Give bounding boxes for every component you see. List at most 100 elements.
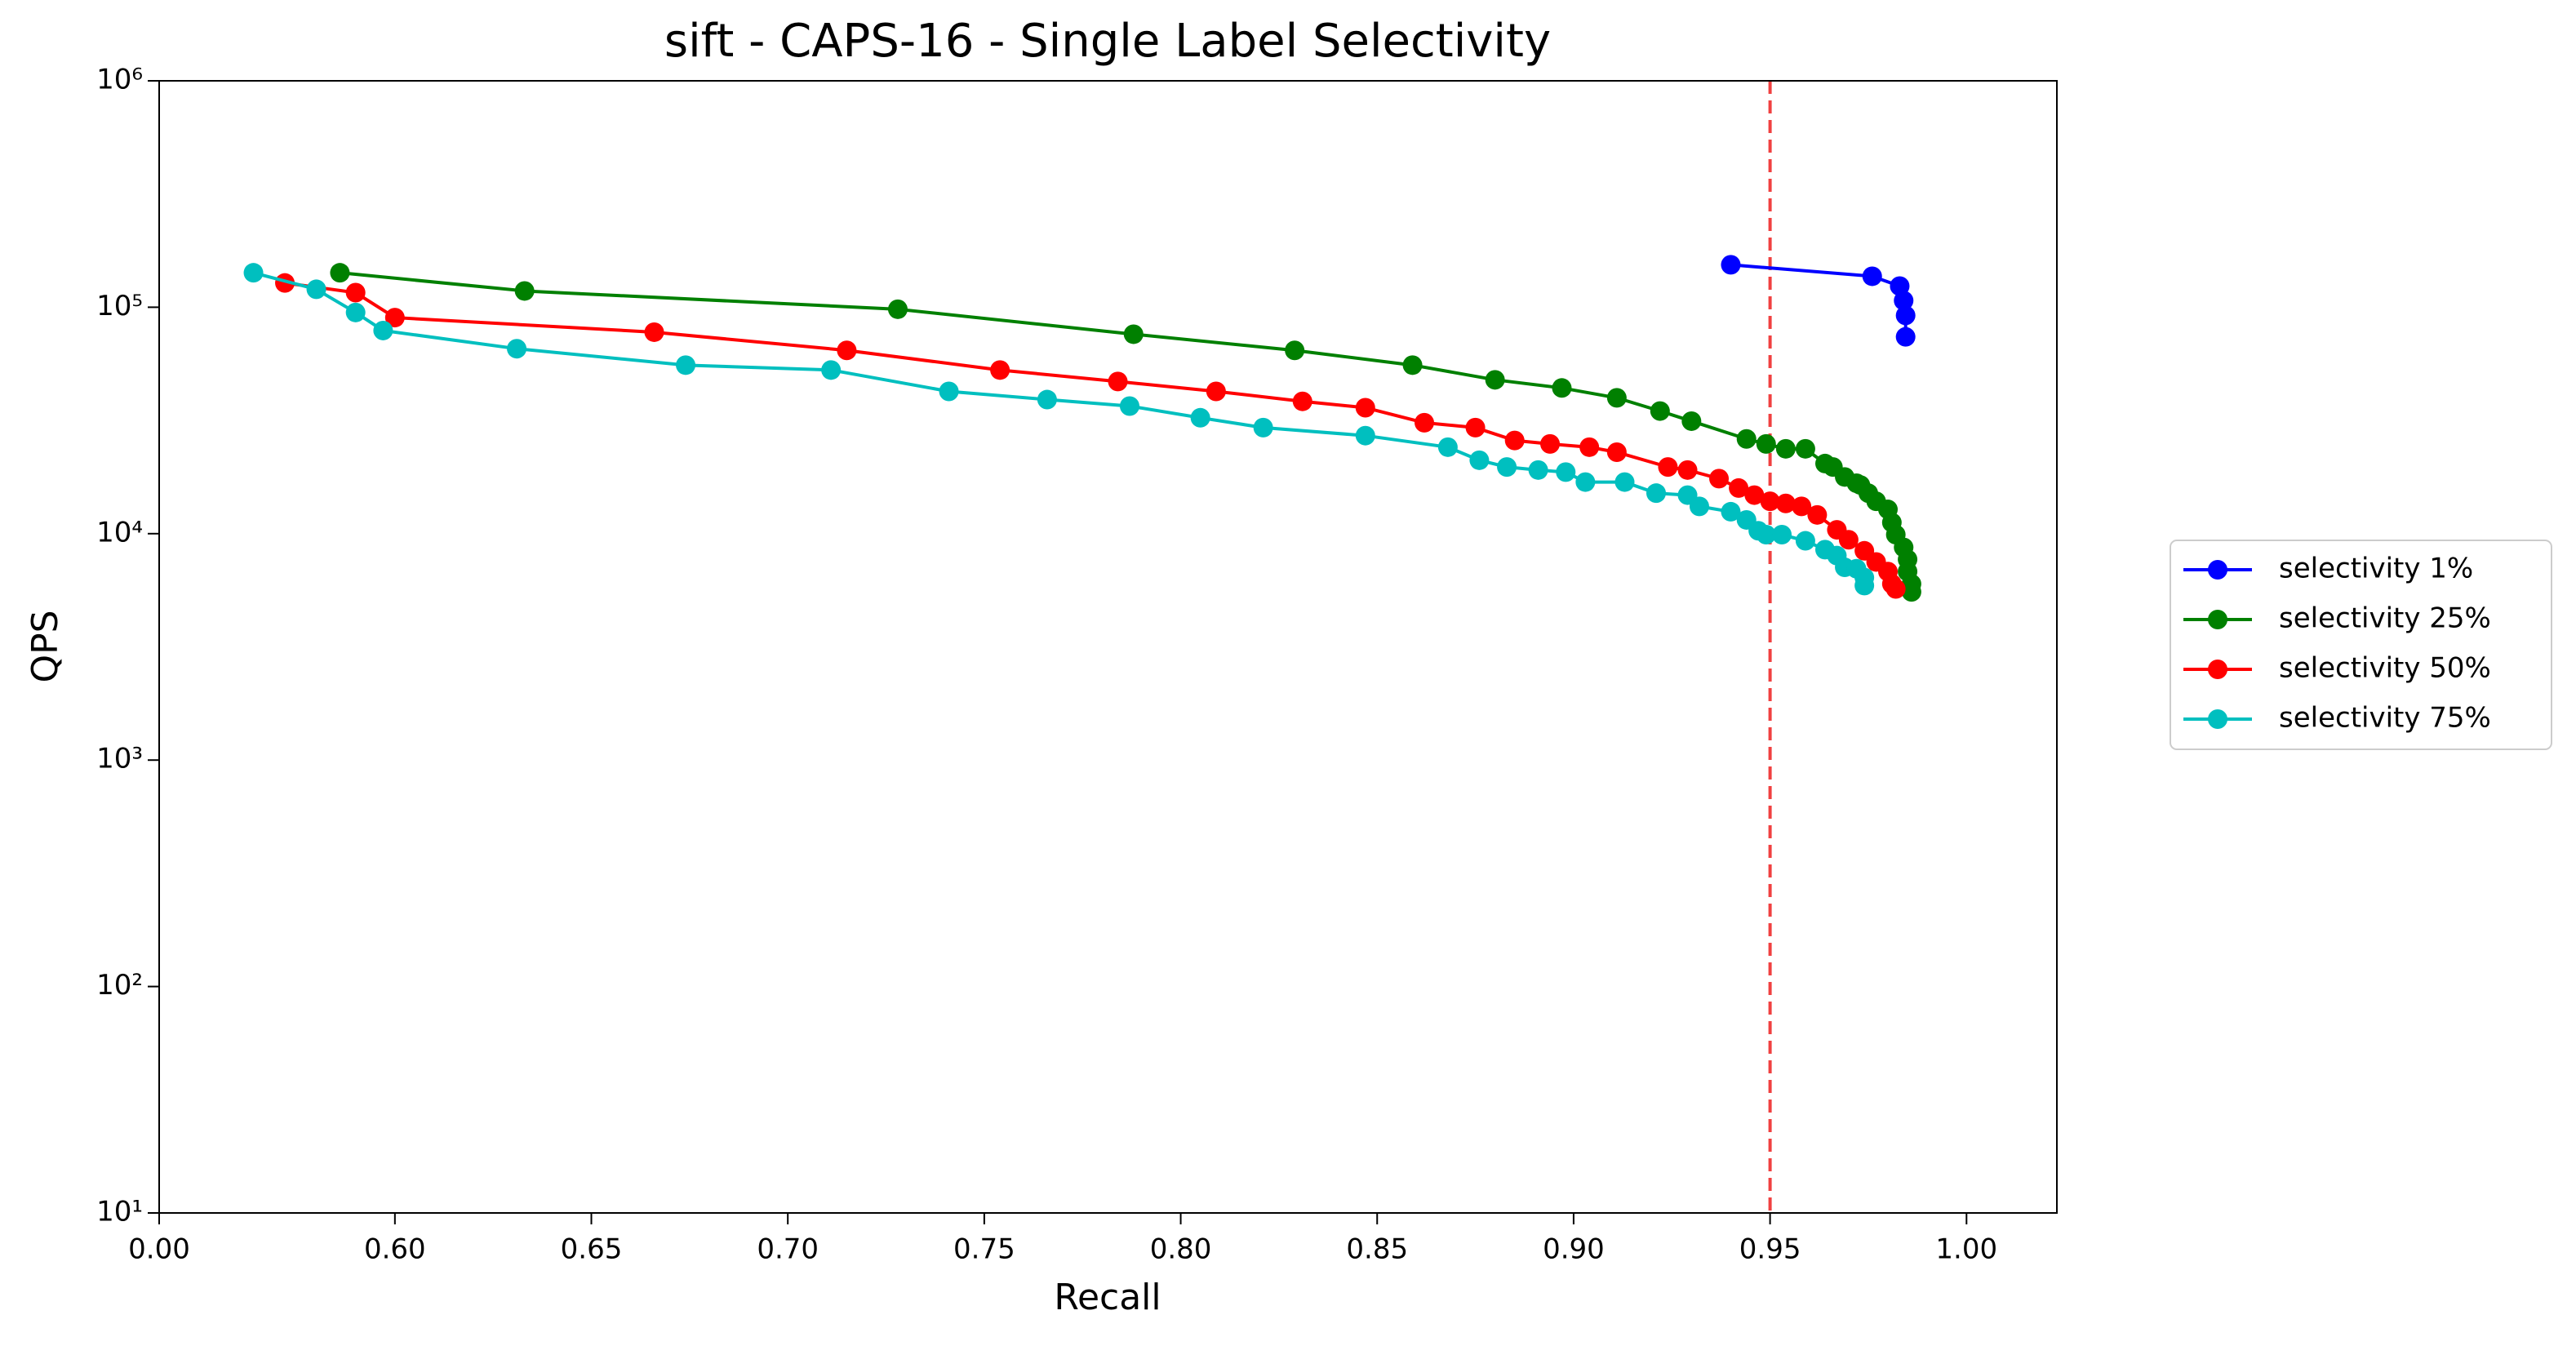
data-point	[1895, 305, 1916, 326]
y-tick-label: 10⁶	[96, 64, 143, 96]
legend-box	[2170, 540, 2552, 750]
data-point	[939, 381, 959, 402]
data-point	[1465, 417, 1486, 438]
data-point	[1556, 462, 1576, 482]
data-point	[1795, 531, 1815, 551]
series	[330, 263, 1921, 602]
legend-marker	[2208, 660, 2227, 679]
data-point	[1415, 412, 1434, 433]
x-tick-label: 0.65	[561, 1233, 623, 1266]
data-point	[1504, 430, 1525, 451]
data-point	[1108, 371, 1128, 392]
x-tick-label: 0.60	[364, 1233, 426, 1266]
legend-label: selectivity 50%	[2279, 652, 2491, 685]
data-point	[837, 340, 857, 361]
data-point	[1895, 327, 1916, 347]
data-point	[1677, 460, 1698, 480]
data-point	[644, 322, 664, 342]
data-point	[1355, 398, 1375, 418]
series	[275, 273, 1906, 599]
data-point	[1650, 401, 1670, 421]
data-point	[1402, 355, 1423, 375]
data-point	[345, 282, 366, 303]
data-point	[1575, 472, 1596, 492]
data-point	[1756, 433, 1776, 454]
series	[1721, 255, 1916, 347]
data-point	[1729, 478, 1749, 498]
y-tick-label: 10⁵	[96, 290, 143, 322]
x-tick-label: 0.70	[757, 1233, 819, 1266]
data-point	[1681, 411, 1702, 431]
data-point	[1760, 491, 1780, 512]
data-point	[1862, 266, 1882, 287]
data-point	[1037, 389, 1057, 410]
y-tick-label: 10³	[96, 743, 143, 775]
data-point	[1437, 437, 1458, 457]
y-axis-label: QPS	[24, 610, 66, 682]
x-tick-label: 0.75	[953, 1233, 1015, 1266]
data-point	[1285, 340, 1305, 361]
data-point	[514, 281, 535, 301]
data-point	[1756, 525, 1776, 545]
data-point	[384, 308, 405, 328]
data-point	[330, 263, 350, 283]
data-point	[1646, 483, 1667, 504]
data-point	[1606, 388, 1627, 408]
data-point	[990, 360, 1010, 380]
chart-title: sift - CAPS-16 - Single Label Selectivit…	[664, 15, 1551, 68]
data-point	[243, 263, 264, 283]
data-point	[1838, 530, 1859, 550]
data-point	[887, 299, 908, 319]
series-line	[253, 271, 1867, 586]
data-point	[1485, 370, 1505, 390]
data-point	[1206, 381, 1226, 402]
plot-frame	[158, 80, 2058, 1214]
y-tick-label: 10²	[96, 969, 143, 1002]
data-point	[1744, 485, 1765, 505]
data-point	[676, 355, 696, 375]
legend-marker	[2208, 610, 2227, 629]
data-point	[1894, 291, 1914, 311]
data-point	[1775, 493, 1796, 513]
data-point	[1775, 438, 1796, 459]
data-point	[1190, 407, 1210, 428]
legend-marker	[2208, 709, 2227, 729]
data-point	[1552, 378, 1572, 398]
data-point	[1772, 525, 1792, 545]
data-point	[1721, 255, 1741, 275]
data-point	[1854, 575, 1875, 596]
data-point	[1123, 324, 1144, 344]
data-point	[1614, 472, 1635, 492]
data-point	[507, 339, 527, 359]
data-point	[1807, 504, 1828, 525]
legend-marker	[2208, 560, 2227, 580]
legend-label: selectivity 75%	[2279, 702, 2491, 735]
x-tick-label: 0.95	[1739, 1233, 1801, 1266]
data-point	[1721, 501, 1741, 522]
data-point	[1736, 429, 1757, 449]
data-point	[1792, 496, 1812, 517]
data-point	[821, 360, 842, 380]
data-point	[1528, 460, 1548, 480]
data-point	[1795, 438, 1815, 459]
data-point	[345, 302, 366, 322]
legend-label: selectivity 25%	[2279, 602, 2491, 635]
data-point	[1355, 425, 1375, 446]
x-tick-label: 0.85	[1346, 1233, 1408, 1266]
x-tick-label: 0.90	[1543, 1233, 1605, 1266]
data-point	[1579, 437, 1600, 457]
data-point	[373, 320, 393, 340]
data-point	[1497, 457, 1517, 478]
y-tick-label: 10¹	[96, 1196, 143, 1228]
data-point	[1901, 582, 1921, 602]
data-point	[1709, 469, 1730, 489]
x-tick-label: 1.00	[1935, 1233, 1997, 1266]
data-point	[1253, 417, 1273, 438]
data-point	[1606, 442, 1627, 462]
data-point	[1469, 450, 1490, 470]
series	[243, 263, 1875, 596]
x-tick-label: 0.80	[1150, 1233, 1212, 1266]
data-point	[1292, 391, 1312, 411]
data-point	[1119, 396, 1139, 416]
